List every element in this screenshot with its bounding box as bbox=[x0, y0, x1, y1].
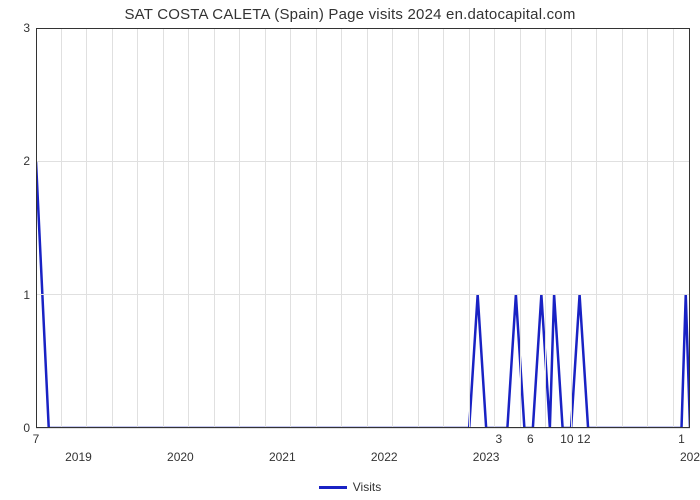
chart-title: SAT COSTA CALETA (Spain) Page visits 202… bbox=[0, 6, 700, 23]
grid-vline bbox=[86, 28, 87, 428]
chart-container: SAT COSTA CALETA (Spain) Page visits 202… bbox=[0, 0, 700, 500]
x-tick-label: 12 bbox=[577, 432, 590, 446]
axis-border bbox=[36, 28, 690, 29]
y-tick-label: 2 bbox=[23, 154, 30, 168]
y-tick-label: 0 bbox=[23, 421, 30, 435]
grid-hline bbox=[36, 294, 690, 295]
x-year-label: 202 bbox=[680, 450, 700, 464]
axis-border bbox=[36, 427, 690, 428]
grid-vline bbox=[545, 28, 546, 428]
x-year-label: 2020 bbox=[167, 450, 194, 464]
grid-vline bbox=[214, 28, 215, 428]
grid-vline bbox=[188, 28, 189, 428]
x-tick-label: 7 bbox=[33, 432, 40, 446]
grid-vline bbox=[61, 28, 62, 428]
grid-vline bbox=[290, 28, 291, 428]
legend-label: Visits bbox=[353, 480, 381, 494]
grid-vline bbox=[596, 28, 597, 428]
x-tick-label: 10 bbox=[560, 432, 573, 446]
grid-vline bbox=[520, 28, 521, 428]
grid-vline bbox=[571, 28, 572, 428]
y-tick-label: 1 bbox=[23, 288, 30, 302]
x-tick-label: 3 bbox=[496, 432, 503, 446]
axis-border bbox=[36, 28, 37, 428]
y-tick-label: 3 bbox=[23, 21, 30, 35]
x-year-label: 2021 bbox=[269, 450, 296, 464]
x-year-label: 2023 bbox=[473, 450, 500, 464]
x-year-label: 2019 bbox=[65, 450, 92, 464]
grid-vline bbox=[341, 28, 342, 428]
grid-vline bbox=[418, 28, 419, 428]
x-tick-label: 1 bbox=[678, 432, 685, 446]
axis-border bbox=[689, 28, 690, 428]
grid-vline bbox=[494, 28, 495, 428]
grid-vline bbox=[239, 28, 240, 428]
grid-vline bbox=[137, 28, 138, 428]
x-tick-label: 6 bbox=[527, 432, 534, 446]
grid-vline bbox=[647, 28, 648, 428]
grid-vline bbox=[367, 28, 368, 428]
plot-area: 01237361012120192020202120222023202 bbox=[36, 28, 690, 428]
grid-vline bbox=[163, 28, 164, 428]
grid-hline bbox=[36, 161, 690, 162]
grid-vline bbox=[673, 28, 674, 428]
legend: Visits bbox=[0, 479, 700, 494]
grid-vline bbox=[622, 28, 623, 428]
grid-vline bbox=[469, 28, 470, 428]
x-year-label: 2022 bbox=[371, 450, 398, 464]
grid-vline bbox=[316, 28, 317, 428]
legend-swatch bbox=[319, 486, 347, 489]
line-series bbox=[36, 28, 690, 428]
grid-vline bbox=[265, 28, 266, 428]
grid-vline bbox=[392, 28, 393, 428]
grid-vline bbox=[112, 28, 113, 428]
grid-vline bbox=[443, 28, 444, 428]
